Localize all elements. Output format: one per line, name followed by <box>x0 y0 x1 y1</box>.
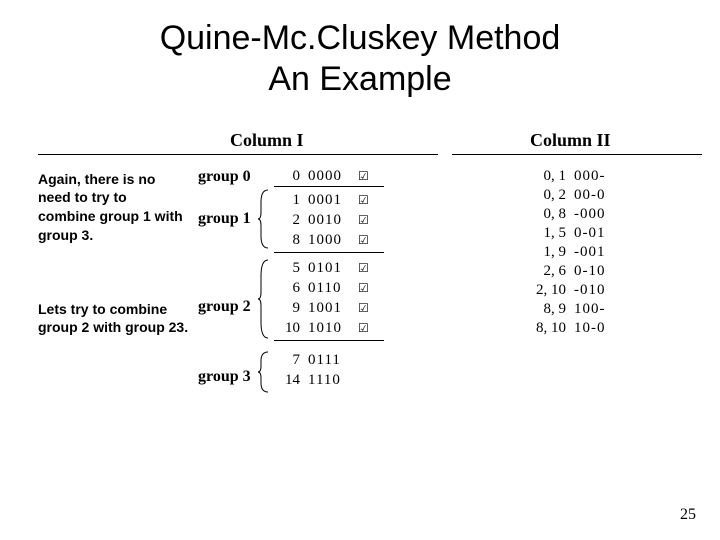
check-icon: ☑ <box>358 169 374 184</box>
col2-row: 0, 8-000 <box>520 206 624 223</box>
brace-icon <box>258 260 270 338</box>
brace-icon <box>258 352 270 392</box>
col2-row: 0, 1000- <box>520 168 624 185</box>
check-icon: ☑ <box>358 281 374 296</box>
col2-row: 8, 1010-0 <box>520 320 624 337</box>
page-number: 25 <box>680 506 696 524</box>
col1-row: 141110 <box>274 372 374 389</box>
col2-row: 1, 50-01 <box>520 225 624 242</box>
col2-row: 1, 9-001 <box>520 244 624 261</box>
col1-row: 81000☑ <box>274 232 374 249</box>
col2-row: 2, 10-010 <box>520 282 624 299</box>
brace-icon <box>258 190 270 248</box>
column-2-header: Column II <box>530 130 611 151</box>
col1-row: 60110☑ <box>274 280 374 297</box>
sidenote-1: Again, there is no need to try to combin… <box>38 170 188 246</box>
group-0-label: group 0 <box>198 168 251 186</box>
group-1-label: group 1 <box>198 210 251 228</box>
check-icon: ☑ <box>358 233 374 248</box>
col2-row: 2, 60-10 <box>520 263 624 280</box>
separator <box>274 252 384 253</box>
col1-row: 70111 <box>274 352 374 369</box>
col1-row: 20010☑ <box>274 212 374 229</box>
group-2-label: group 2 <box>198 298 251 316</box>
title-line-1: Quine-Mc.Cluskey Method <box>160 19 561 57</box>
col2-row: 0, 200-0 <box>520 187 624 204</box>
col1-row: 91001☑ <box>274 300 374 317</box>
check-icon: ☑ <box>358 321 374 336</box>
rule-2 <box>452 154 702 155</box>
separator <box>274 340 384 341</box>
col2-row: 8, 9100- <box>520 301 624 318</box>
check-icon: ☑ <box>358 193 374 208</box>
check-icon: ☑ <box>358 213 374 228</box>
group-3-label: group 3 <box>198 368 251 386</box>
col1-row: 101010☑ <box>274 320 374 337</box>
check-icon: ☑ <box>358 261 374 276</box>
slide-title: Quine-Mc.Cluskey Method An Example <box>0 0 720 100</box>
check-icon: ☑ <box>358 301 374 316</box>
title-line-2: An Example <box>268 60 451 98</box>
rule-1 <box>38 154 438 155</box>
separator <box>274 186 384 187</box>
col1-row: 00000☑ <box>274 168 374 185</box>
col1-row: 50101☑ <box>274 260 374 277</box>
col1-row: 10001☑ <box>274 192 374 209</box>
sidenote-2: Lets try to combine group 2 with group 2… <box>38 300 208 338</box>
column-1-header: Column I <box>230 130 304 151</box>
